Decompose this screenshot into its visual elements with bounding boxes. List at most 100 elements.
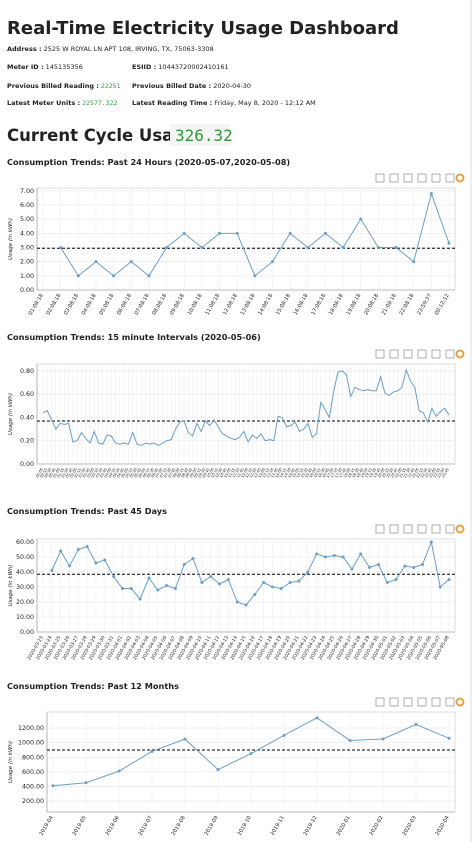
data-point bbox=[51, 784, 55, 788]
y-tick-label: 0.40 bbox=[20, 414, 34, 421]
y-tick-label: 3.00 bbox=[20, 245, 34, 252]
toolbar-icon bbox=[417, 697, 427, 707]
toolbar-icon bbox=[431, 697, 441, 707]
field-value: 22577.322 bbox=[82, 99, 117, 107]
data-point bbox=[173, 587, 177, 590]
chart-title: Consumption Trends: Past 12 Months bbox=[7, 681, 179, 691]
x-tick-label: 04:30 bbox=[112, 467, 121, 479]
y-tick-label: 0.00 bbox=[20, 461, 34, 468]
x-tick-label: 00:00 bbox=[35, 467, 44, 479]
data-point bbox=[288, 231, 292, 235]
y-axis-label: Usage (in kWh) bbox=[8, 564, 14, 606]
x-tick-label: 06:30 bbox=[146, 467, 155, 479]
x-tick-label: 06:15 bbox=[142, 468, 151, 479]
x-tick-label: 2019-09 bbox=[204, 815, 220, 837]
data-line bbox=[51, 540, 450, 606]
x-tick-label: 07:00 bbox=[155, 467, 164, 479]
data-point bbox=[67, 564, 71, 568]
y-tick-label: 1.00 bbox=[20, 273, 34, 280]
x-tick-label: 23:59:37 bbox=[416, 293, 433, 316]
x-tick-label: 15:08:18 bbox=[275, 293, 292, 316]
y-tick-label: 400.00 bbox=[22, 783, 44, 790]
chart-title: Consumption Trends: 15 minute Intervals … bbox=[7, 332, 261, 342]
data-point bbox=[350, 567, 354, 571]
x-tick-label: 10:00 bbox=[206, 467, 215, 479]
x-tick-label: 16:15 bbox=[313, 468, 322, 479]
toolbar-icon bbox=[389, 697, 399, 707]
x-tick-label: 09:45 bbox=[202, 468, 211, 479]
data-point bbox=[129, 260, 133, 264]
x-tick-label: 13:15 bbox=[262, 468, 271, 479]
x-tick-label: 16:08:18 bbox=[293, 293, 310, 316]
y-tick-label: 0.20 bbox=[20, 438, 34, 445]
field-label: Latest Reading Time : bbox=[132, 99, 212, 107]
x-tick-label: 00:30 bbox=[44, 467, 53, 479]
data-point bbox=[200, 246, 204, 249]
data-point bbox=[429, 540, 433, 544]
y-tick-label: 800.00 bbox=[22, 754, 44, 761]
data-point bbox=[165, 246, 169, 249]
x-tick-label: 03:08:18 bbox=[63, 293, 80, 316]
data-point bbox=[218, 231, 222, 235]
data-point bbox=[129, 587, 133, 590]
data-point bbox=[235, 600, 239, 604]
x-tick-label: 06:08:18 bbox=[116, 293, 133, 316]
x-tick-label: 09:00 bbox=[189, 467, 198, 479]
x-tick-label: 16:30 bbox=[317, 467, 326, 479]
data-point bbox=[244, 603, 248, 607]
x-tick-label: 16:45 bbox=[322, 468, 331, 479]
previous-billed-date: Previous Billed Date : 2020-04-30 bbox=[132, 82, 251, 90]
field-label: Latest Meter Units : bbox=[7, 99, 80, 107]
x-tick-label: 05:08:18 bbox=[98, 293, 115, 316]
toolbar-icon bbox=[431, 349, 441, 359]
y-tick-label: 60.00 bbox=[16, 539, 34, 546]
data-point bbox=[253, 274, 257, 278]
toolbar-icon bbox=[375, 524, 385, 534]
x-tick-label: 15:15 bbox=[296, 468, 305, 479]
field-value: 2525 W ROYAL LN APT 108, IRVING, TX, 750… bbox=[44, 45, 214, 53]
toolbar-icon bbox=[445, 697, 455, 707]
x-tick-label: 04:15 bbox=[108, 468, 117, 479]
x-tick-label: 10:08:18 bbox=[187, 293, 204, 316]
x-tick-label: 20:00 bbox=[377, 467, 386, 479]
data-point bbox=[447, 736, 451, 740]
latest-reading-time: Latest Reading Time : Friday, May 8, 202… bbox=[132, 99, 316, 107]
x-tick-label: 18:08:18 bbox=[328, 293, 345, 316]
x-tick-label: 2020-02 bbox=[369, 815, 385, 837]
x-tick-label: 01:45 bbox=[65, 468, 74, 479]
x-tick-label: 06:00 bbox=[138, 467, 147, 479]
x-tick-label: 16:00 bbox=[309, 467, 318, 479]
y-tick-label: 20.00 bbox=[16, 599, 34, 606]
toolbar-icon bbox=[375, 349, 385, 359]
x-tick-label: 06:45 bbox=[151, 468, 160, 479]
field-label: ESIID : bbox=[132, 63, 156, 71]
x-tick-label: 14:30 bbox=[283, 467, 292, 479]
data-point bbox=[253, 593, 257, 596]
data-point bbox=[279, 587, 283, 590]
page-title: Real-Time Electricity Usage Dashboard bbox=[7, 18, 399, 39]
data-point bbox=[315, 716, 319, 720]
toolbar-icon bbox=[445, 524, 455, 534]
data-point bbox=[270, 260, 274, 264]
x-tick-label: 13:08:18 bbox=[240, 293, 257, 316]
x-tick-label: 17:45 bbox=[339, 468, 348, 479]
data-point bbox=[94, 561, 98, 565]
toolbar-logo bbox=[455, 173, 465, 183]
current-usage-value: 326.32 bbox=[175, 126, 233, 145]
x-tick-label: 10:45 bbox=[219, 468, 228, 479]
data-point bbox=[394, 578, 398, 581]
x-tick-label: 14:15 bbox=[279, 468, 288, 479]
data-point bbox=[182, 563, 186, 566]
data-point bbox=[376, 246, 380, 249]
x-tick-label: 11:30 bbox=[232, 467, 241, 479]
x-tick-label: 2020-04 bbox=[435, 814, 451, 836]
y-tick-label: 6.00 bbox=[20, 202, 34, 209]
data-point bbox=[288, 581, 292, 584]
x-tick-label: 05:45 bbox=[134, 468, 143, 479]
chart-title: Consumption Trends: Past 45 Days bbox=[7, 506, 167, 516]
x-tick-label: 03:30 bbox=[95, 467, 104, 479]
x-tick-label: 21:15 bbox=[398, 468, 407, 479]
x-tick-label: 20:30 bbox=[386, 467, 395, 479]
y-tick-label: 7.00 bbox=[20, 188, 34, 195]
toolbar-icon bbox=[403, 173, 413, 183]
